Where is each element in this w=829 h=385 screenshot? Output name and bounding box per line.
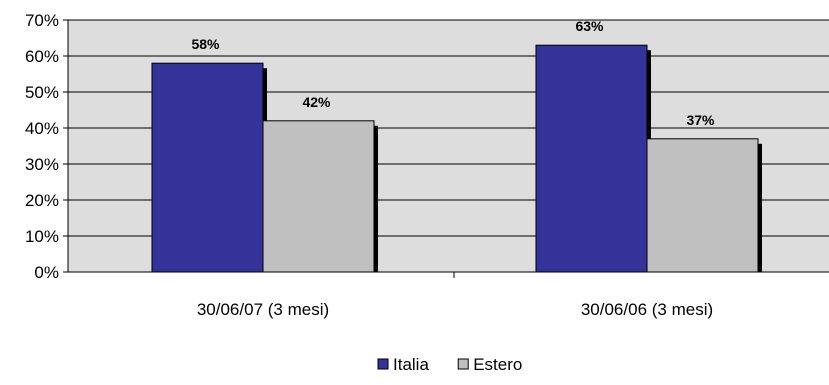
y-tick-label: 20% <box>25 191 59 210</box>
legend-label-estero: Estero <box>473 355 522 374</box>
y-tick-label: 50% <box>25 83 59 102</box>
legend-swatch-estero <box>457 358 469 370</box>
y-tick-label: 70% <box>25 11 59 30</box>
y-tick-label: 60% <box>25 47 59 66</box>
category-label: 30/06/07 (3 mesi) <box>197 300 329 319</box>
bar-estero-0 <box>262 120 375 273</box>
y-tick-label: 0% <box>34 263 59 282</box>
y-axis-ticks: 0% 10% 20% 30% 40% 50% 60% 70% <box>25 11 68 282</box>
data-label: 63% <box>575 18 604 34</box>
bar-estero-1 <box>646 138 759 273</box>
y-tick-label: 30% <box>25 155 59 174</box>
y-tick-label: 40% <box>25 119 59 138</box>
bar-italia-0 <box>151 62 264 273</box>
bar-italia-1 <box>535 44 648 273</box>
data-labels: 58% 42% 63% 37% <box>191 18 715 128</box>
legend: Italia Estero <box>377 355 522 374</box>
y-tick-label: 10% <box>25 227 59 246</box>
bars <box>151 44 762 273</box>
data-label: 58% <box>191 36 220 52</box>
category-labels: 30/06/07 (3 mesi) 30/06/06 (3 mesi) <box>197 300 713 319</box>
axes <box>67 20 829 278</box>
legend-swatch-italia <box>377 358 389 370</box>
data-label: 37% <box>686 112 715 128</box>
category-label: 30/06/06 (3 mesi) <box>581 300 713 319</box>
data-label: 42% <box>302 94 331 110</box>
legend-label-italia: Italia <box>393 355 429 374</box>
